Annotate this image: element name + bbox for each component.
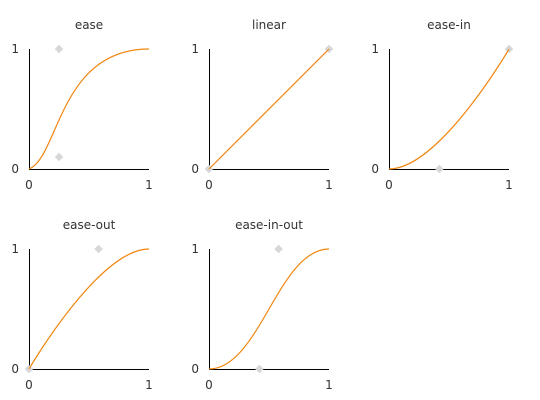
y-tick-label: 1	[11, 242, 19, 256]
panel-title: linear	[252, 18, 286, 32]
panel-title: ease	[75, 18, 103, 32]
y-tick-label: 0	[371, 162, 379, 176]
y-tick-label: 1	[371, 42, 379, 56]
y-tick-label: 1	[191, 42, 199, 56]
easing-curve	[28, 248, 150, 370]
y-tick-label: 0	[191, 162, 199, 176]
axes	[389, 49, 509, 170]
y-tick-label: 1	[191, 242, 199, 256]
easing-curve	[208, 48, 330, 170]
x-tick-label: 1	[325, 178, 333, 192]
panel-title: ease-in-out	[235, 218, 303, 232]
easing-curve	[208, 248, 330, 370]
axes	[29, 49, 149, 170]
control-point	[435, 164, 444, 174]
x-tick-label: 0	[205, 178, 213, 192]
panel-linear: linear 1 00 1	[191, 18, 334, 192]
control-point	[54, 44, 64, 54]
axes	[29, 249, 149, 370]
y-tick-label: 0	[11, 362, 19, 376]
y-tick-label: 0	[11, 162, 19, 176]
panel-ease-out: ease-out 1 00 1	[11, 218, 152, 392]
x-tick-label: 1	[145, 378, 153, 392]
x-tick-label: 0	[385, 178, 393, 192]
easing-curve	[388, 48, 510, 170]
x-tick-label: 1	[325, 378, 333, 392]
control-point	[274, 244, 283, 254]
x-tick-label: 0	[205, 378, 213, 392]
panel-title: ease-in	[427, 18, 471, 32]
x-tick-label: 0	[25, 378, 33, 392]
panel-ease-in: ease-in 1 00 1	[371, 18, 514, 192]
control-point	[255, 364, 264, 374]
easing-curve	[28, 48, 150, 170]
x-tick-label: 1	[505, 178, 513, 192]
panel-title: ease-out	[63, 218, 116, 232]
x-tick-label: 1	[145, 178, 153, 192]
control-point	[54, 152, 64, 162]
control-point	[94, 244, 103, 254]
panel-ease-in-out: ease-in-out 1 00 1	[191, 218, 332, 392]
x-tick-label: 0	[25, 178, 33, 192]
panel-ease: ease 1 00 1	[11, 18, 152, 192]
y-tick-label: 1	[11, 42, 19, 56]
y-tick-label: 0	[191, 362, 199, 376]
